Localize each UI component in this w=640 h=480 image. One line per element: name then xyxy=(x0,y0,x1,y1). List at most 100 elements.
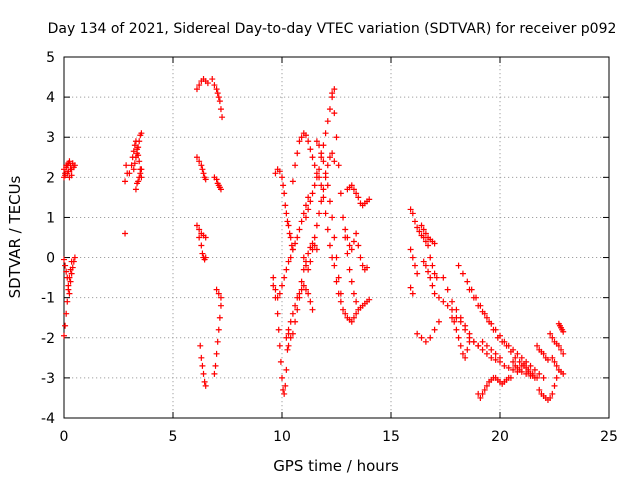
data-point xyxy=(136,174,143,181)
data-point xyxy=(492,356,499,363)
data-point xyxy=(344,234,351,241)
data-point xyxy=(414,270,421,277)
data-point xyxy=(350,314,357,321)
data-point xyxy=(279,374,285,381)
data-point xyxy=(307,298,314,305)
data-point xyxy=(348,318,355,325)
data-point xyxy=(292,318,299,325)
series-s11 xyxy=(193,222,209,241)
x-tick-label: 0 xyxy=(60,429,69,445)
data-point xyxy=(63,310,70,317)
data-point xyxy=(214,90,221,97)
data-point xyxy=(285,326,292,333)
data-point xyxy=(479,346,486,353)
data-point xyxy=(357,254,364,261)
data-point xyxy=(193,86,200,93)
data-point xyxy=(213,286,220,293)
series-s12 xyxy=(196,234,209,263)
data-point xyxy=(342,226,349,233)
data-point xyxy=(193,154,200,161)
data-point xyxy=(211,82,218,89)
data-point xyxy=(453,326,460,333)
y-tick-label: 1 xyxy=(46,210,55,226)
data-point xyxy=(470,294,477,301)
y-tick-label: 5 xyxy=(46,50,55,66)
data-point xyxy=(298,278,305,285)
data-point xyxy=(366,196,373,203)
data-point xyxy=(283,266,290,273)
data-point xyxy=(61,166,67,173)
data-point xyxy=(311,234,318,241)
data-point xyxy=(551,382,558,389)
data-point xyxy=(462,322,469,329)
data-point xyxy=(201,378,208,385)
data-point xyxy=(457,342,464,349)
data-point xyxy=(276,342,283,349)
data-point xyxy=(196,234,203,241)
data-point xyxy=(340,306,347,313)
series-s14 xyxy=(209,76,226,121)
data-point xyxy=(200,170,207,177)
data-point xyxy=(353,230,360,237)
data-point xyxy=(547,330,554,337)
data-point xyxy=(326,198,333,205)
data-point xyxy=(481,386,488,393)
data-point xyxy=(483,314,490,321)
series-s41 xyxy=(475,374,514,401)
series-s16 xyxy=(213,286,224,301)
data-point xyxy=(316,142,323,149)
data-point xyxy=(488,346,495,353)
data-point xyxy=(292,162,299,169)
data-point xyxy=(217,106,224,113)
data-point xyxy=(455,334,462,341)
data-point xyxy=(132,186,139,193)
series-s15 xyxy=(211,174,224,193)
data-point xyxy=(316,210,323,217)
series-s04 xyxy=(61,254,78,297)
data-point xyxy=(549,390,556,397)
series-s43 xyxy=(534,342,551,363)
data-point xyxy=(407,206,414,213)
data-point xyxy=(216,314,223,321)
series-s35 xyxy=(414,318,442,345)
data-point xyxy=(488,320,495,327)
data-point xyxy=(540,374,547,381)
data-point xyxy=(337,190,344,197)
data-point xyxy=(285,258,292,265)
data-point xyxy=(364,264,371,271)
y-tick-label: 0 xyxy=(46,251,55,267)
data-point xyxy=(350,238,357,245)
series-s32 xyxy=(407,246,421,277)
data-point xyxy=(497,332,503,339)
data-point xyxy=(294,150,301,157)
data-point xyxy=(320,194,327,201)
data-point xyxy=(329,214,336,221)
data-point xyxy=(289,330,296,337)
data-point xyxy=(440,298,447,305)
data-point xyxy=(407,284,414,291)
data-point xyxy=(427,334,434,341)
data-point xyxy=(427,254,434,261)
data-point xyxy=(326,154,333,161)
series-s28 xyxy=(333,278,373,325)
data-point xyxy=(199,362,206,369)
data-point xyxy=(292,240,299,247)
series-s21 xyxy=(283,282,316,341)
x-tick-label: 10 xyxy=(273,429,291,445)
data-point xyxy=(527,362,534,369)
data-point xyxy=(350,186,357,193)
data-point xyxy=(422,262,429,269)
data-point xyxy=(193,222,200,229)
data-point xyxy=(281,390,288,397)
data-point xyxy=(136,158,143,165)
data-point xyxy=(431,290,438,297)
data-point xyxy=(320,186,327,193)
data-point xyxy=(302,262,309,269)
data-point xyxy=(63,162,70,169)
data-point xyxy=(70,258,77,265)
series-s07 xyxy=(130,130,145,173)
data-point xyxy=(311,242,318,249)
data-point xyxy=(305,206,312,213)
data-point xyxy=(366,296,373,303)
data-point xyxy=(298,134,305,141)
